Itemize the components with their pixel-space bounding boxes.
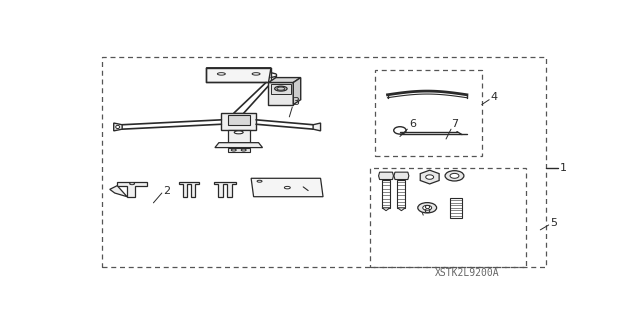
Ellipse shape bbox=[257, 180, 262, 182]
Ellipse shape bbox=[231, 149, 236, 151]
Polygon shape bbox=[251, 178, 323, 197]
Polygon shape bbox=[110, 186, 127, 197]
Polygon shape bbox=[397, 208, 405, 211]
Polygon shape bbox=[293, 78, 301, 105]
Polygon shape bbox=[313, 123, 321, 131]
Polygon shape bbox=[179, 182, 199, 197]
Text: 6: 6 bbox=[409, 119, 416, 129]
Text: 1: 1 bbox=[560, 163, 567, 174]
Ellipse shape bbox=[277, 87, 285, 90]
Text: 7: 7 bbox=[451, 119, 458, 129]
Polygon shape bbox=[420, 170, 439, 184]
Polygon shape bbox=[382, 208, 390, 211]
Ellipse shape bbox=[275, 86, 287, 91]
Ellipse shape bbox=[445, 171, 464, 181]
Ellipse shape bbox=[418, 203, 436, 213]
Text: 5: 5 bbox=[550, 218, 557, 227]
Polygon shape bbox=[394, 172, 409, 180]
Polygon shape bbox=[449, 198, 463, 218]
Polygon shape bbox=[379, 172, 394, 180]
Text: XSTK2L9200A: XSTK2L9200A bbox=[435, 268, 499, 278]
Polygon shape bbox=[228, 115, 250, 125]
Text: 3: 3 bbox=[292, 97, 300, 107]
Polygon shape bbox=[114, 123, 122, 131]
Polygon shape bbox=[382, 180, 390, 208]
Polygon shape bbox=[221, 113, 256, 130]
Polygon shape bbox=[269, 78, 301, 83]
Ellipse shape bbox=[450, 174, 459, 178]
Polygon shape bbox=[271, 84, 291, 93]
Ellipse shape bbox=[426, 175, 434, 179]
Polygon shape bbox=[214, 182, 236, 197]
Polygon shape bbox=[397, 180, 405, 208]
Ellipse shape bbox=[423, 205, 431, 210]
Polygon shape bbox=[228, 130, 250, 143]
Text: 4: 4 bbox=[491, 92, 498, 102]
Ellipse shape bbox=[234, 131, 243, 134]
Ellipse shape bbox=[284, 186, 291, 189]
Ellipse shape bbox=[252, 73, 260, 75]
Ellipse shape bbox=[116, 125, 120, 129]
Text: 8: 8 bbox=[424, 205, 431, 215]
Ellipse shape bbox=[218, 73, 225, 75]
Text: 2: 2 bbox=[163, 186, 170, 196]
Polygon shape bbox=[207, 68, 271, 83]
Polygon shape bbox=[269, 83, 293, 105]
Polygon shape bbox=[228, 148, 250, 152]
Ellipse shape bbox=[241, 149, 246, 151]
Polygon shape bbox=[117, 182, 147, 197]
Polygon shape bbox=[215, 143, 262, 148]
Ellipse shape bbox=[129, 183, 134, 185]
